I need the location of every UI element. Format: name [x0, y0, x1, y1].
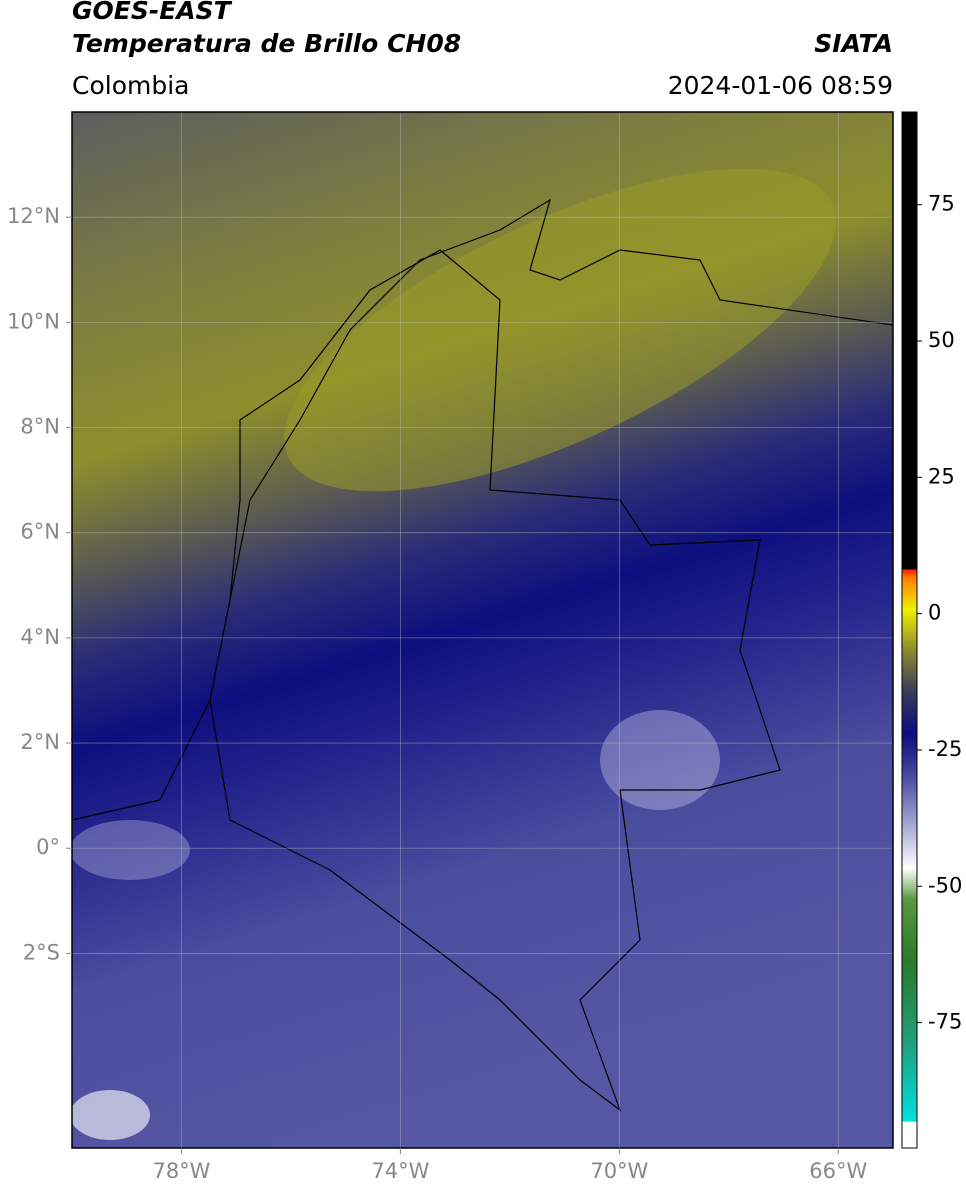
colorbar-tick-label: -50: [928, 873, 962, 897]
y-tick-label: 2°S: [23, 940, 60, 964]
subtitle: Temperatura de Brillo CH08: [72, 29, 461, 58]
colorbar-tick-label: -75: [928, 1010, 962, 1034]
colorbar-tick-label: 75: [928, 192, 955, 216]
y-tick-label: 12°N: [7, 204, 60, 228]
colorbar: [901, 111, 918, 1149]
source: SIATA: [814, 29, 893, 58]
region: Colombia: [72, 71, 189, 100]
y-tick-label: 4°N: [20, 625, 60, 649]
colorbar-tick-label: 0: [928, 601, 941, 625]
colombia-border: [209, 249, 781, 1112]
x-tick-label: 74°W: [371, 1159, 429, 1183]
y-tick-label: 0°: [36, 835, 60, 859]
y-tick-label: 6°N: [20, 520, 60, 544]
map-frame: [71, 111, 894, 1149]
cloud: [600, 710, 720, 810]
colorbar-tick-label: -25: [928, 737, 962, 761]
colorbar-tick-label: 50: [928, 328, 955, 352]
colorbar-tick-label: 25: [928, 464, 955, 488]
title: GOES-EAST: [72, 0, 233, 25]
x-tick-label: 70°W: [590, 1159, 648, 1183]
x-tick-label: 78°W: [152, 1159, 210, 1183]
x-tick-label: 66°W: [809, 1159, 867, 1183]
y-tick-label: 2°N: [20, 730, 60, 754]
satellite-image: [72, 112, 893, 1148]
datetime: 2024-01-06 08:59: [668, 71, 893, 100]
y-tick-label: 10°N: [7, 309, 60, 333]
cloud: [72, 820, 190, 880]
grid: [72, 112, 893, 1148]
y-tick-label: 8°N: [20, 415, 60, 439]
cloud: [72, 1090, 150, 1140]
warm-band: [284, 168, 836, 492]
